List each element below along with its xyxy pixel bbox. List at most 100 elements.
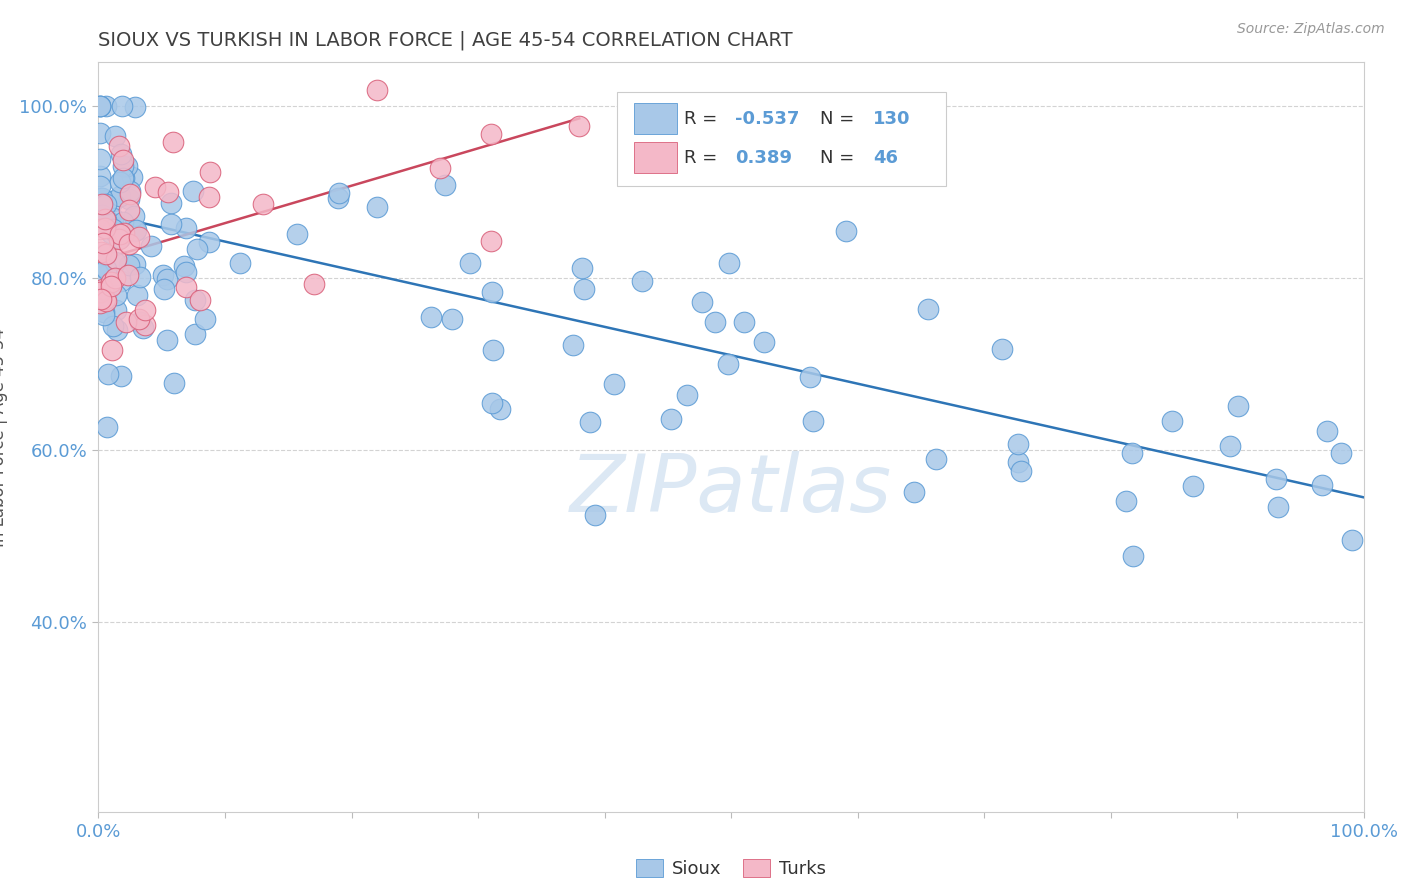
Point <box>200 165 222 179</box>
Point <box>991 342 1014 356</box>
Point <box>1007 437 1029 451</box>
Point <box>124 224 146 238</box>
Point <box>112 153 135 167</box>
Point <box>115 315 138 329</box>
Point <box>481 395 503 409</box>
Point <box>110 227 132 241</box>
Point <box>153 282 176 296</box>
Point <box>118 237 141 252</box>
Point <box>96 367 118 381</box>
Point <box>717 357 740 371</box>
Point <box>89 285 111 300</box>
Point <box>1007 455 1029 469</box>
Point <box>103 221 125 235</box>
Point <box>89 248 111 262</box>
Point <box>184 293 207 308</box>
Point <box>733 315 755 329</box>
Point <box>104 129 127 144</box>
Point <box>105 323 128 337</box>
Point <box>89 98 111 112</box>
Point <box>1160 414 1182 428</box>
Point <box>90 208 112 222</box>
Point <box>110 175 132 189</box>
Point <box>94 248 117 262</box>
Point <box>93 305 115 319</box>
Point <box>100 275 122 289</box>
Point <box>110 147 132 161</box>
Text: Source: ZipAtlas.com: Source: ZipAtlas.com <box>1237 22 1385 37</box>
Point <box>98 214 121 228</box>
Point <box>160 195 183 210</box>
Point <box>89 266 111 280</box>
Point <box>173 259 195 273</box>
Point <box>117 202 139 217</box>
Point <box>228 256 250 270</box>
Point <box>1115 494 1137 508</box>
Point <box>568 119 591 133</box>
Point <box>1340 533 1362 548</box>
Point <box>801 414 824 428</box>
Point <box>121 169 143 184</box>
Point <box>96 98 118 112</box>
Point <box>479 234 502 248</box>
Point <box>366 200 388 214</box>
Point <box>134 318 156 332</box>
Point <box>603 377 626 392</box>
Point <box>186 242 208 256</box>
Text: N =: N = <box>820 149 859 167</box>
Point <box>104 255 127 269</box>
Point <box>434 178 457 192</box>
Point <box>917 301 939 316</box>
Point <box>181 184 204 198</box>
Point <box>799 370 821 384</box>
Point <box>156 272 179 286</box>
Point <box>105 252 128 267</box>
Text: SIOUX VS TURKISH IN LABOR FORCE | AGE 45-54 CORRELATION CHART: SIOUX VS TURKISH IN LABOR FORCE | AGE 45… <box>98 30 793 50</box>
Point <box>101 319 124 334</box>
Text: 130: 130 <box>873 110 910 128</box>
Point <box>101 194 124 208</box>
Text: 0.389: 0.389 <box>735 149 792 167</box>
Point <box>692 294 714 309</box>
Point <box>111 215 134 229</box>
Point <box>91 235 114 250</box>
Point <box>107 139 129 153</box>
Y-axis label: In Labor Force | Age 45-54: In Labor Force | Age 45-54 <box>0 327 8 547</box>
Point <box>1316 424 1339 438</box>
Point <box>91 191 114 205</box>
Text: -0.537: -0.537 <box>735 110 799 128</box>
Point <box>89 126 111 140</box>
Point <box>94 221 117 235</box>
Point <box>96 420 118 434</box>
Point <box>90 292 112 306</box>
FancyBboxPatch shape <box>617 93 946 186</box>
Point <box>100 279 122 293</box>
Point <box>1122 549 1144 564</box>
Point <box>174 280 197 294</box>
Point <box>366 83 388 97</box>
Point <box>91 282 114 296</box>
Point <box>89 152 111 166</box>
Point <box>420 310 443 325</box>
Point <box>143 180 166 194</box>
Point <box>111 171 134 186</box>
Point <box>90 191 112 205</box>
Point <box>704 315 727 329</box>
FancyBboxPatch shape <box>634 142 676 173</box>
Point <box>141 239 163 253</box>
Point <box>132 321 155 335</box>
Point <box>159 217 181 231</box>
Point <box>659 411 682 425</box>
Point <box>90 213 112 227</box>
Point <box>100 343 122 358</box>
Point <box>156 333 179 347</box>
Point <box>441 311 464 326</box>
Point <box>89 98 111 112</box>
Point <box>124 223 146 237</box>
Point <box>631 274 654 288</box>
Point <box>676 388 699 402</box>
Point <box>835 224 858 238</box>
Point <box>163 376 186 390</box>
Point <box>184 327 207 342</box>
Legend: Sioux, Turks: Sioux, Turks <box>628 851 834 885</box>
